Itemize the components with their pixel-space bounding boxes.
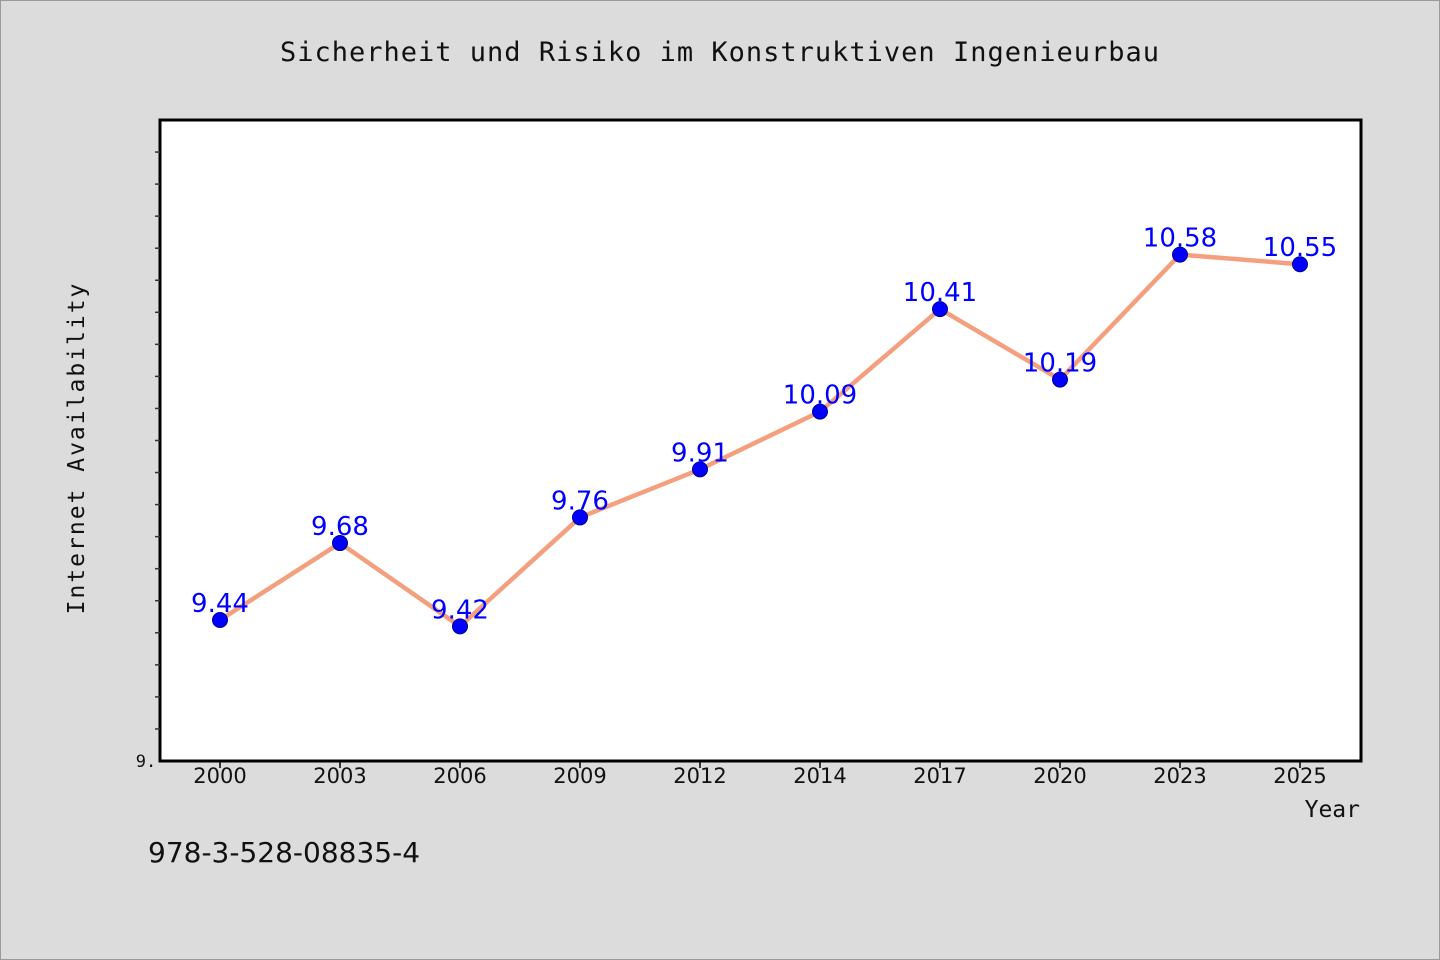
x-tick-label: 2014	[793, 764, 846, 788]
series-line	[217, 252, 1303, 629]
data-point	[812, 403, 828, 420]
data-point	[332, 535, 348, 552]
data-point	[1052, 371, 1068, 388]
data-point	[1292, 256, 1308, 273]
y-axis-ticks	[155, 151, 160, 730]
data-point	[1172, 246, 1188, 263]
x-axis-label: Year	[1305, 797, 1360, 823]
x-tick-label: 2003	[313, 764, 366, 788]
x-tick-label: 2017	[913, 764, 966, 788]
data-point	[452, 618, 468, 635]
y-tick-label: 9.	[136, 752, 156, 772]
data-point	[212, 611, 228, 628]
chart-title: Sicherheit und Risiko im Konstruktiven I…	[280, 37, 1160, 68]
x-axis-tick-labels: 2000 2003 2006 2009 2012 2014 2017 2020 2023 2025	[193, 764, 1326, 788]
x-tick-label: 2025	[1273, 764, 1326, 788]
data-point	[572, 509, 588, 526]
x-tick-label: 2000	[193, 764, 246, 788]
y-axis-label: Internet Availability	[64, 282, 90, 615]
x-tick-label: 2006	[433, 764, 486, 788]
isbn-label: 978-3-528-08835-4	[148, 836, 421, 869]
series: 9.449.689.429.769.9110.0910.4110.1910.58…	[191, 224, 1337, 635]
x-tick-label: 2020	[1033, 764, 1086, 788]
data-point	[692, 461, 708, 478]
x-tick-label: 2012	[673, 764, 726, 788]
data-point	[932, 301, 948, 318]
x-axis-ticks	[219, 761, 1301, 768]
x-tick-label: 2009	[553, 764, 606, 788]
x-tick-label: 2023	[1153, 764, 1206, 788]
